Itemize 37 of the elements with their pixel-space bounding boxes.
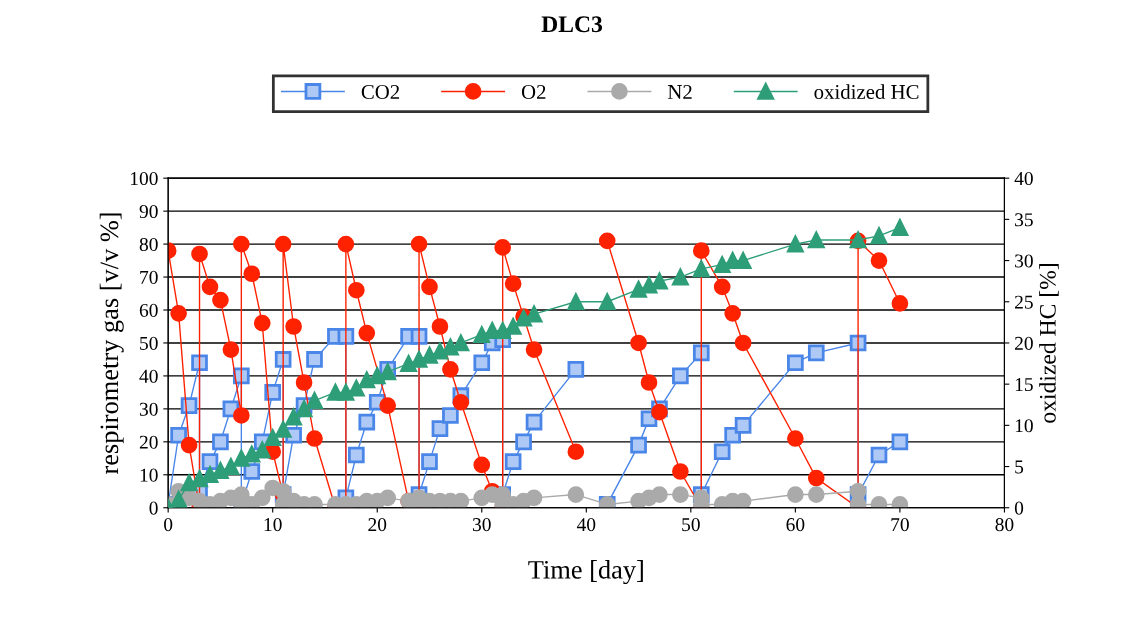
- y2-tick-label: 30: [1015, 254, 1033, 268]
- x-axis-title: Time [day]: [528, 560, 643, 585]
- y-tick-label: 10: [140, 468, 158, 482]
- y-tick-label: 90: [139, 204, 158, 219]
- y-tick-label: 20: [139, 435, 158, 449]
- legend-label: oxidized HC: [814, 84, 919, 99]
- y2-tick-label: 10: [1015, 419, 1033, 433]
- chart-title: DLC3: [541, 16, 603, 33]
- y2-tick-label: 15: [1015, 378, 1033, 392]
- y2-tick-label: 40: [1014, 171, 1033, 186]
- y-tick-label: 100: [130, 171, 158, 186]
- x-tick-label: 50: [682, 518, 700, 532]
- x-tick-label: 40: [576, 518, 596, 532]
- y-tick-label: 0: [149, 501, 158, 515]
- y2-tick-label: 5: [1015, 460, 1024, 474]
- x-tick-label: 60: [786, 518, 805, 532]
- x-tick-label: 70: [891, 518, 909, 532]
- y-tick-label: 30: [139, 402, 158, 416]
- y2-tick-label: 35: [1015, 213, 1033, 227]
- x-tick-label: 0: [164, 518, 173, 532]
- legend-label: O2: [521, 84, 546, 99]
- x-tick-label: 80: [995, 518, 1014, 532]
- y2-tick-label: 25: [1015, 295, 1033, 309]
- x-tick-label: 10: [264, 518, 282, 532]
- x-tick-label: 20: [368, 518, 387, 532]
- legend-label: N2: [667, 84, 692, 99]
- y-tick-label: 80: [139, 237, 158, 252]
- y2-tick-label: 0: [1014, 501, 1024, 515]
- y-tick-label: 40: [139, 369, 158, 383]
- y2-axis-title: oxidized HC [%]: [1039, 264, 1059, 423]
- y-axis-title: respirometry gas [v/v %]: [99, 213, 124, 474]
- y2-tick-label: 20: [1015, 336, 1033, 350]
- x-tick-label: 30: [472, 518, 491, 532]
- y-tick-label: 60: [139, 303, 158, 317]
- y-tick-label: 50: [140, 336, 158, 350]
- y-tick-label: 70: [140, 270, 158, 284]
- legend-label: CO2: [361, 84, 400, 99]
